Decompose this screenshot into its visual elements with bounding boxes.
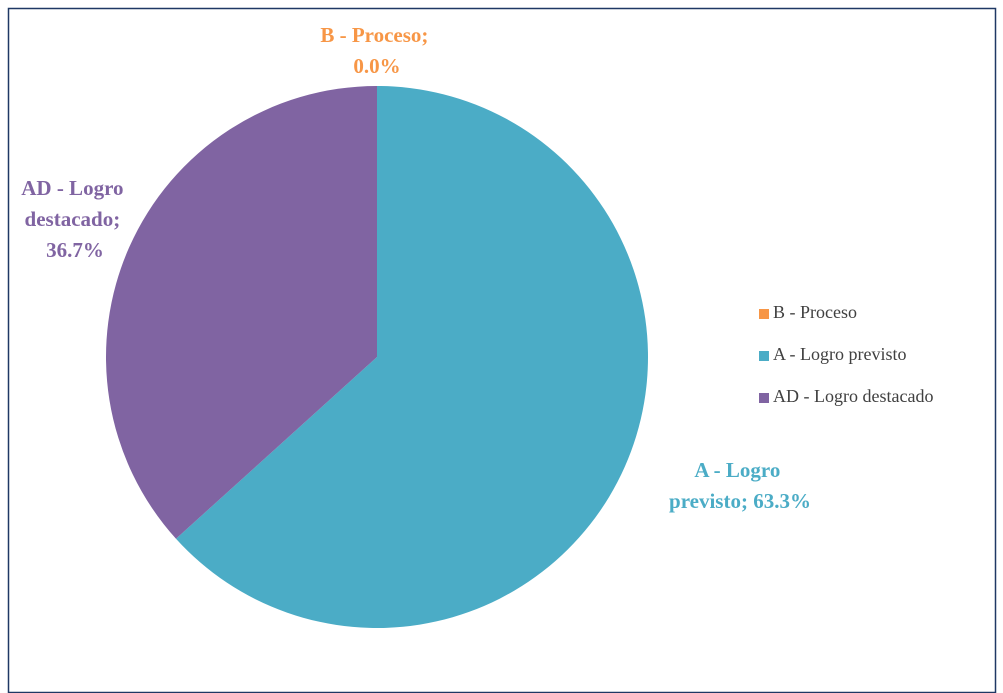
legend-label: B - Proceso [773,302,857,322]
data-label: A - Logro previsto; 63.3% [669,458,811,513]
data-label: B - Proceso; 0.0% [320,23,433,78]
pie-slice [106,86,377,539]
pie-slice [175,86,648,628]
legend-label: AD - Logro destacado [773,386,933,406]
legend-swatch [759,309,769,319]
legend-swatch [759,351,769,361]
legend-label: A - Logro previsto [773,344,906,364]
data-label: AD - Logro destacado; 36.7% [21,176,129,262]
legend-swatch [759,393,769,403]
